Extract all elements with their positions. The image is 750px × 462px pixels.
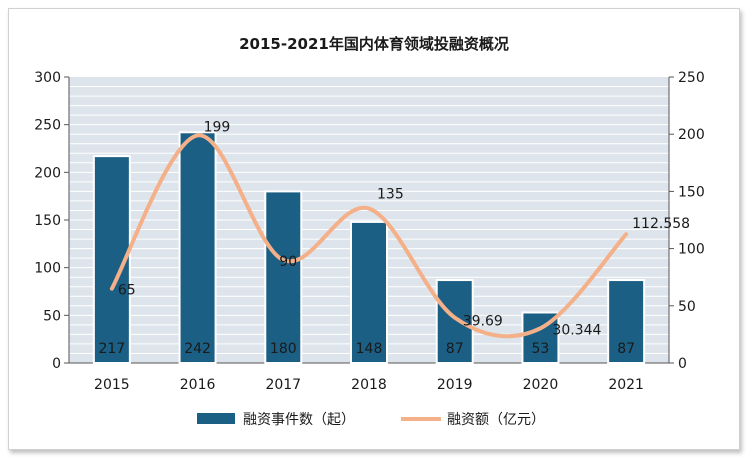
legend: 融资事件数（起） 融资额（亿元）: [197, 412, 545, 428]
y-left-tick-label: 200: [34, 165, 61, 181]
chart-svg: 2015-2021年国内体育领域投融资概况 0 50 100 150 200 250 300…: [34, 35, 704, 428]
line-value-label: 30.344: [552, 322, 601, 338]
line-value-label: 90: [279, 254, 297, 270]
line-value-label: 112.558: [632, 216, 690, 232]
line-value-label: 65: [118, 283, 136, 299]
x-tick-label: 2020: [523, 377, 559, 393]
chart-frame: 2015-2021年国内体育领域投融资概况 0 50 100 150 200 250 300…: [8, 8, 740, 450]
x-tick-label: 2015: [94, 377, 130, 393]
bar-value-label: 217: [98, 341, 125, 357]
bar: [607, 279, 646, 364]
bar-value-label: 53: [532, 341, 550, 357]
legend-label-line: 融资额（亿元）: [447, 412, 545, 428]
bar-value-label: 242: [184, 341, 211, 357]
y-right-tick-label: 250: [678, 70, 705, 86]
bar-value-label: 87: [446, 341, 464, 357]
line-series: [109, 133, 629, 339]
y-left-tick-label: 150: [34, 213, 61, 229]
bar-value-label: 148: [356, 341, 383, 357]
line-value-label: 135: [377, 187, 404, 203]
y-left-tick-label: 300: [34, 70, 61, 86]
x-tick-label: 2019: [437, 377, 473, 393]
line-value-label: 39.69: [463, 314, 503, 330]
plot-area: 0 50 100 150 200 250 300 0 50 100 150 200 250 2015 201…: [34, 70, 704, 393]
bar: [264, 190, 303, 364]
x-tick-label: 2017: [265, 377, 301, 393]
y-right-tick-label: 150: [678, 184, 705, 200]
y-left-tick-label: 250: [34, 118, 61, 134]
line-value-label: 199: [204, 119, 231, 135]
y-right-tick-label: 100: [678, 242, 705, 258]
y-right-tick-label: 50: [678, 299, 696, 315]
x-tick-label: 2021: [608, 377, 644, 393]
bar-value-label: 87: [617, 341, 635, 357]
x-tick-label: 2018: [351, 377, 387, 393]
bar: [178, 131, 217, 364]
y-left-tick-label: 0: [52, 356, 61, 372]
bar-value-label: 180: [270, 341, 297, 357]
y-left-tick-label: 100: [34, 261, 61, 277]
y-right-tick-label: 200: [678, 127, 705, 143]
legend-swatch-bar: [197, 413, 235, 424]
chart-title: 2015-2021年国内体育领域投融资概况: [239, 35, 509, 53]
legend-label-bar: 融资事件数（起）: [243, 412, 355, 428]
y-left-tick-label: 50: [43, 308, 61, 324]
y-right-tick-label: 0: [678, 356, 687, 372]
bar: [435, 279, 474, 364]
bar: [350, 220, 388, 364]
x-tick-label: 2016: [180, 377, 216, 393]
